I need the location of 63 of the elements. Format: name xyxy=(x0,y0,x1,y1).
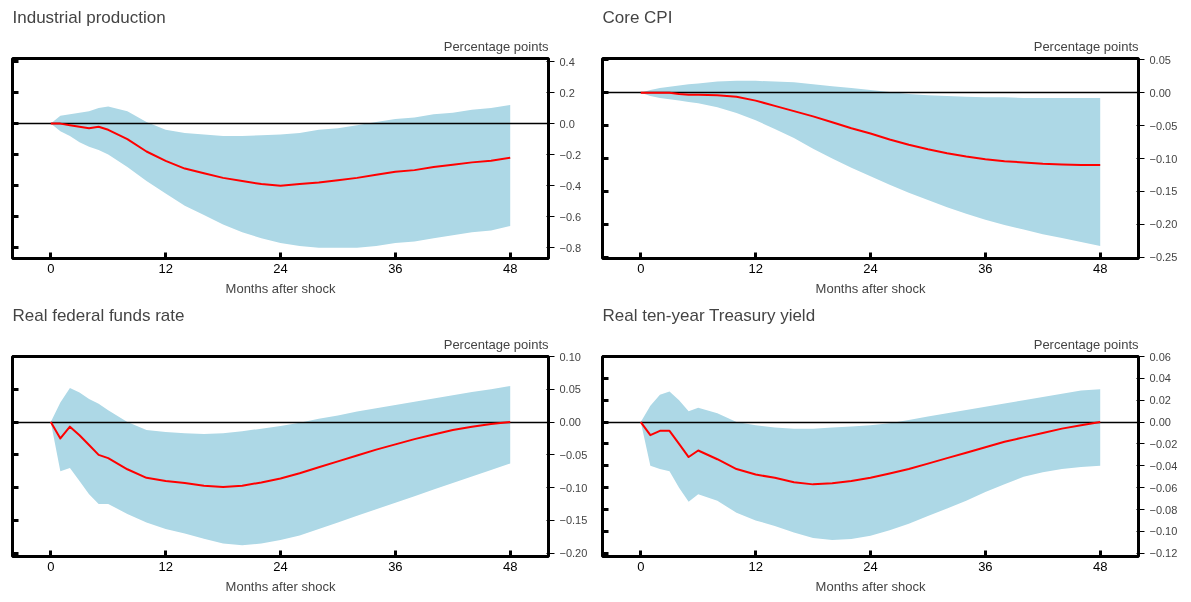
y-tick-label: −0.05 xyxy=(1149,119,1178,132)
y-tick-label: 0.00 xyxy=(1149,86,1171,99)
y-tick-label: −0.2 xyxy=(559,148,582,161)
y-tick-label: −0.12 xyxy=(1149,547,1178,560)
y-tick-label: −0.06 xyxy=(1149,481,1178,494)
x-tick-label: 36 xyxy=(978,260,993,276)
y-tick-label: −0.4 xyxy=(559,179,582,192)
y-tick-label: −0.15 xyxy=(1149,185,1178,198)
chart-title: Core CPI xyxy=(602,7,673,27)
y-tick-label: −0.20 xyxy=(559,547,588,560)
y-axis-title: Percentage points xyxy=(443,38,549,54)
x-axis-title: Months after shock xyxy=(815,578,926,594)
chart-title: Real federal funds rate xyxy=(12,305,185,325)
x-tick-label: 24 xyxy=(273,260,288,276)
x-tick-label: 36 xyxy=(978,558,993,574)
y-axis-title: Percentage points xyxy=(1033,336,1139,352)
x-tick-label: 24 xyxy=(863,558,878,574)
y-tick-label: −0.10 xyxy=(559,481,588,494)
y-tick-label: 0.00 xyxy=(1149,416,1171,429)
y-tick-label: 0.0 xyxy=(559,117,575,130)
y-tick-label: 0.04 xyxy=(1149,372,1171,385)
y-tick-label: 0.06 xyxy=(1149,350,1171,363)
y-tick-label: −0.20 xyxy=(1149,218,1178,231)
y-tick-label: −0.04 xyxy=(1149,459,1178,472)
y-tick-label: 0.2 xyxy=(559,86,575,99)
chart-title: Industrial production xyxy=(12,7,166,27)
y-tick-label: 0.10 xyxy=(559,350,581,363)
x-tick-label: 48 xyxy=(502,558,518,574)
y-tick-label: 0.05 xyxy=(559,383,581,396)
y-tick-label: 0.4 xyxy=(559,55,575,68)
x-tick-label: 36 xyxy=(388,260,403,276)
y-axis-title: Percentage points xyxy=(1033,38,1139,54)
x-tick-label: 48 xyxy=(1092,558,1108,574)
x-axis-title: Months after shock xyxy=(225,578,336,594)
x-axis-title: Months after shock xyxy=(225,280,336,296)
x-tick-label: 24 xyxy=(863,260,878,276)
chart-title: Real ten-year Treasury yield xyxy=(602,305,816,325)
x-tick-label: 0 xyxy=(637,558,645,574)
y-tick-label: 0.05 xyxy=(1149,53,1171,66)
y-tick-label: −0.02 xyxy=(1149,437,1178,450)
y-tick-label: −0.8 xyxy=(559,241,582,254)
x-tick-label: 24 xyxy=(273,558,288,574)
y-tick-label: −0.6 xyxy=(559,210,582,223)
x-tick-label: 12 xyxy=(158,558,173,574)
y-axis-title: Percentage points xyxy=(443,336,549,352)
y-tick-label: −0.15 xyxy=(559,514,588,527)
x-tick-label: 0 xyxy=(47,558,55,574)
y-tick-label: −0.05 xyxy=(559,448,588,461)
y-tick-label: −0.25 xyxy=(1149,251,1178,264)
y-tick-label: 0.00 xyxy=(559,416,581,429)
y-tick-label: 0.02 xyxy=(1149,394,1171,407)
y-tick-label: −0.08 xyxy=(1149,503,1178,516)
x-tick-label: 48 xyxy=(502,260,518,276)
x-tick-label: 48 xyxy=(1092,260,1108,276)
x-tick-label: 12 xyxy=(748,260,763,276)
x-tick-label: 12 xyxy=(748,558,763,574)
x-axis-title: Months after shock xyxy=(815,280,926,296)
y-tick-label: −0.10 xyxy=(1149,525,1178,538)
x-tick-label: 0 xyxy=(637,260,645,276)
x-tick-label: 36 xyxy=(388,558,403,574)
y-tick-label: −0.10 xyxy=(1149,152,1178,165)
x-tick-label: 0 xyxy=(47,260,55,276)
x-tick-label: 12 xyxy=(158,260,173,276)
